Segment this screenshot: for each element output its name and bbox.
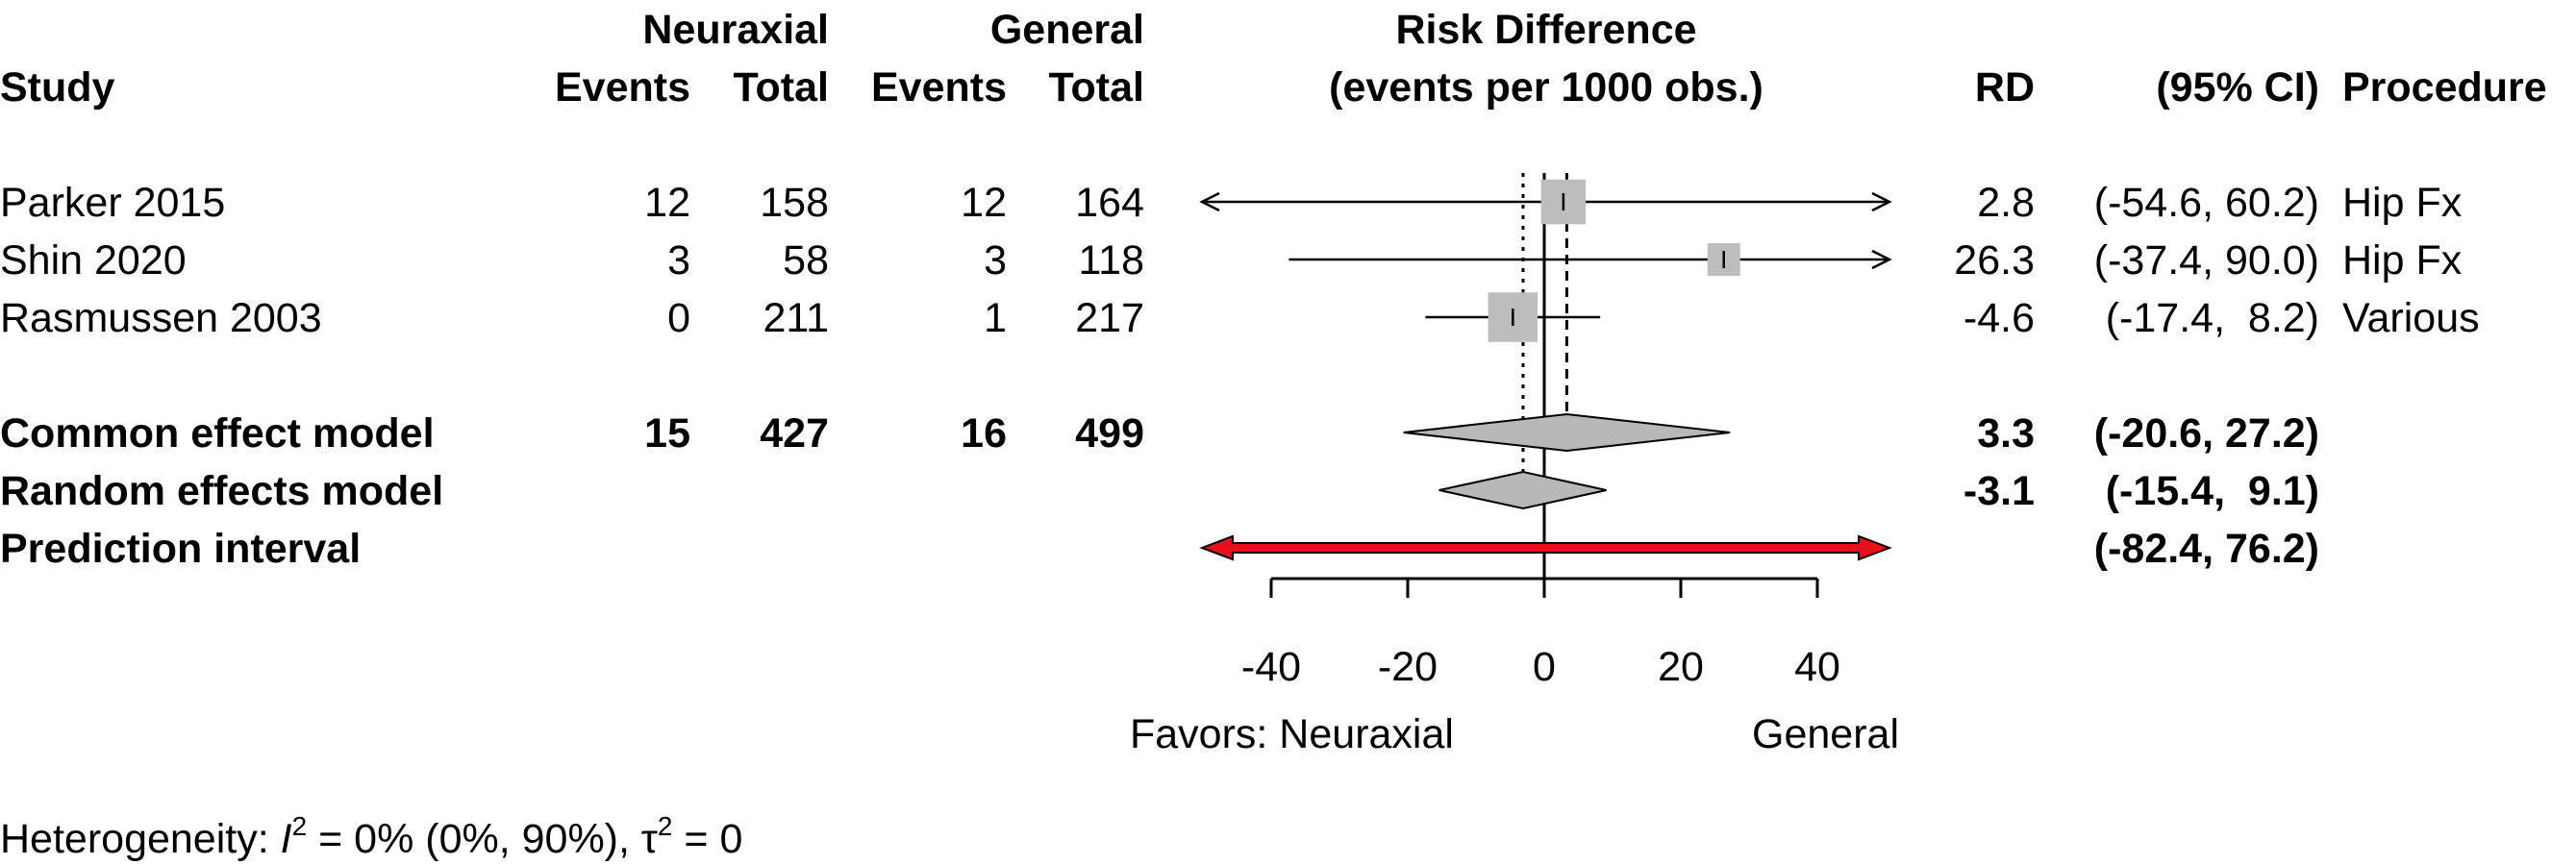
study-ci: (-37.4, 90.0) [2094,237,2319,284]
study-procedure: Hip Fx [2342,180,2463,226]
x-tick-label: 20 [1658,644,1704,690]
header-rd: RD [1975,64,2035,111]
header-ci: (95% CI) [2156,64,2319,111]
study-row-parker: Parker 2015 12 158 12 164 2.8 (-54.6, 60… [0,180,2463,226]
common-general-events: 16 [961,410,1007,457]
i2-superscript: 2 [292,811,308,841]
random-effects-diamond [1438,470,1607,510]
neuraxial-total: 58 [783,237,829,284]
prediction-interval-label: Prediction interval [0,526,361,572]
random-effects-label: Random effects model [0,468,443,514]
header-rd-title: Risk Difference [1395,7,1696,53]
ci-arrow-right [1871,249,1892,270]
common-ci: (-20.6, 27.2) [2094,410,2319,457]
study-ci: (-17.4, 8.2) [2106,295,2319,341]
general-events: 1 [984,295,1007,341]
general-total: 164 [1075,180,1144,226]
header-general-events: Events [871,64,1007,111]
common-effect-diamond [1403,412,1731,453]
general-events: 3 [984,237,1007,284]
header-neuraxial-events: Events [555,64,690,111]
neuraxial-events: 12 [644,180,690,226]
neuraxial-total: 158 [760,180,829,226]
common-effect-label: Common effect model [0,410,435,457]
random-effects-row: Random effects model -3.1 (-15.4, 9.1) [0,468,2319,514]
i2-symbol: I [281,816,292,862]
header-neuraxial: Neuraxial [642,7,829,53]
common-effect-row: Common effect model 15 427 16 499 3.3 (-… [0,410,2319,457]
prediction-ci: (-82.4, 76.2) [2094,526,2319,572]
study-name: Rasmussen 2003 [0,295,322,341]
study-rd: -4.6 [1963,295,2035,341]
header-procedure: Procedure [2342,64,2547,111]
tau-superscript: 2 [658,811,673,841]
favors-left-label: Favors: Neuraxial [1130,711,1454,757]
general-events: 12 [961,180,1007,226]
common-neuraxial-events: 15 [644,410,690,457]
column-headers: Neuraxial General Risk Difference Study … [0,7,2547,111]
heterogeneity-prefix: Heterogeneity: [0,816,281,862]
common-general-total: 499 [1075,410,1144,457]
study-row-shin: Shin 2020 3 58 3 118 26.3 (-37.4, 90.0) … [0,237,2463,284]
random-ci: (-15.4, 9.1) [2106,468,2319,514]
random-rd: -3.1 [1963,468,2035,514]
prediction-interval-bar [1199,534,1892,561]
header-general: General [990,7,1144,53]
favors-right-label: General [1752,711,1899,757]
header-rd-units: (events per 1000 obs.) [1329,64,1763,111]
neuraxial-events: 3 [667,237,690,284]
study-name: Parker 2015 [0,180,225,226]
study-rd: 26.3 [1954,237,2035,284]
x-tick-label: -20 [1378,644,1438,690]
header-neuraxial-total: Total [733,64,829,111]
study-procedure: Hip Fx [2342,237,2463,284]
ci-arrow-left [1199,191,1220,212]
ci-arrow-right [1871,191,1892,212]
header-general-total: Total [1048,64,1144,111]
header-study: Study [0,64,115,111]
x-tick-label: 0 [1533,644,1556,690]
study-row-rasmussen: Rasmussen 2003 0 211 1 217 -4.6 (-17.4, … [0,295,2480,341]
study-name: Shin 2020 [0,237,187,284]
tau-symbol: τ [641,816,658,862]
neuraxial-total: 211 [763,295,829,341]
study-procedure: Various [2342,295,2480,341]
common-neuraxial-total: 427 [760,410,829,457]
study-ci: (-54.6, 60.2) [2094,180,2319,226]
study-rd: 2.8 [1977,180,2035,226]
plot-area: -40 -20 0 20 40 [1199,173,1892,690]
neuraxial-events: 0 [667,295,690,341]
general-total: 118 [1078,237,1144,284]
general-total: 217 [1075,295,1144,341]
prediction-interval-row: Prediction interval (-82.4, 76.2) [0,526,2319,572]
heterogeneity-text: Heterogeneity: I2 = 0% (0%, 90%), τ2 = 0 [0,811,742,862]
common-rd: 3.3 [1977,410,2035,457]
tau-value: = 0 [672,816,742,862]
x-tick-label: 40 [1794,644,1840,690]
i2-value: = 0% (0%, 90%), [307,816,641,862]
x-tick-label: -40 [1241,644,1301,690]
